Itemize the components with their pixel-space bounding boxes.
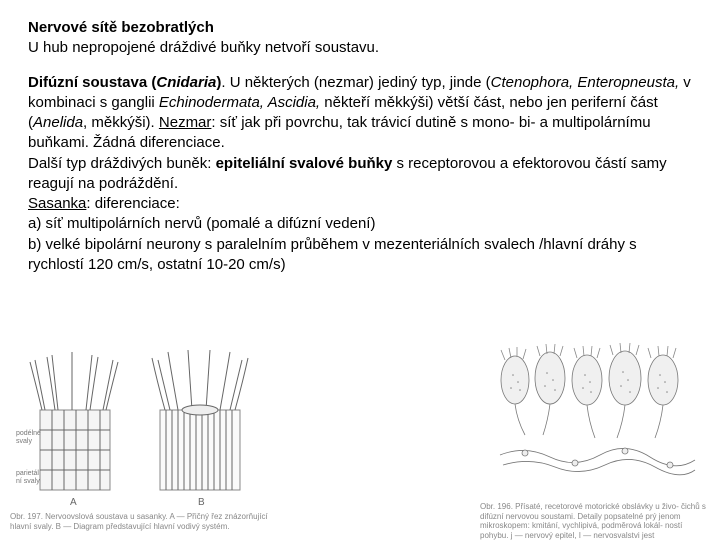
svg-text:ní svaly: ní svaly: [16, 478, 40, 485]
figure-left-caption: Obr. 197. Nervoovslová soustava u sasank…: [10, 512, 270, 531]
page-title: Nervové sítě bezobratlých: [28, 18, 692, 38]
figures-row: podélné svaly parietál ní svaly A: [0, 330, 720, 540]
subtitle-text: U hub nepropojené dráždivé buňky netvoří…: [28, 38, 692, 58]
neural-cells-diagram-icon: [480, 330, 710, 500]
figure-left: podélné svaly parietál ní svaly A: [10, 340, 270, 540]
body-paragraph: Difúzní soustava (Cnidaria). U některých…: [28, 73, 692, 276]
anemone-diagram-icon: podélné svaly parietál ní svaly A: [10, 340, 270, 510]
svg-text:podélné: podélné: [16, 430, 41, 437]
svg-text:B: B: [198, 497, 205, 508]
figure-right: Obr. 196. Přísaté, recetorové motorické …: [480, 330, 710, 540]
svg-text:A: A: [70, 497, 77, 508]
figure-right-caption: Obr. 196. Přísaté, recetorové motorické …: [480, 502, 710, 540]
text-content: Nervové sítě bezobratlých U hub nepropoj…: [0, 0, 720, 283]
svg-text:parietál: parietál: [16, 470, 39, 477]
svg-text:svaly: svaly: [16, 438, 32, 445]
